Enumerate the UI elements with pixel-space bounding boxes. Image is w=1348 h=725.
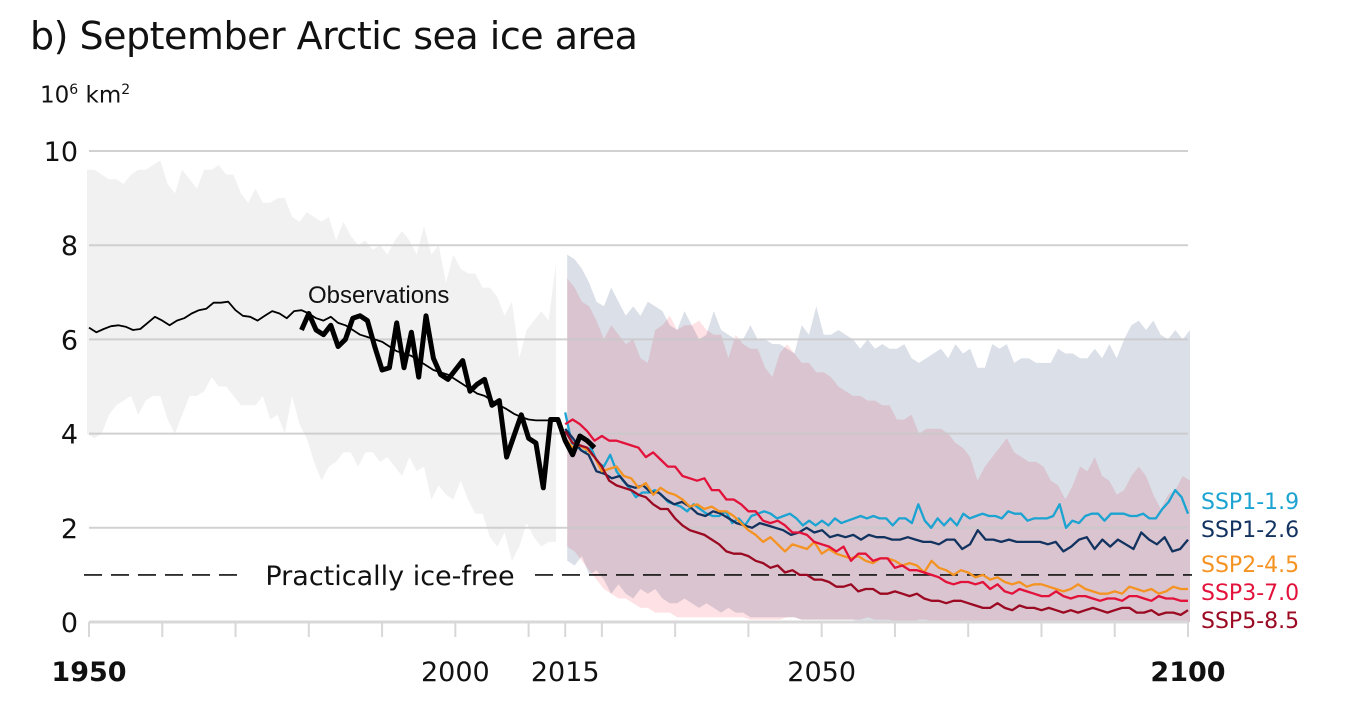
- x-tick-label-2050: 2050: [787, 657, 856, 688]
- unit-rest: km: [78, 82, 122, 109]
- y-axis: 0 2 4 6 8 10: [44, 137, 78, 639]
- ice-free-reference: Practically ice-free: [84, 561, 1192, 592]
- x-tick-label-1950: 1950: [51, 657, 126, 688]
- y-tick-label-6: 6: [61, 325, 78, 356]
- y-tick-label-4: 4: [61, 420, 78, 451]
- x-tick-label-2015: 2015: [531, 657, 600, 688]
- chart-title: b) September Arctic sea ice area: [30, 14, 638, 58]
- ssp3-7-0-line: [564, 418, 1188, 602]
- legend: SSP1-1.9 SSP1-2.6 SSP2-4.5 SSP3-7.0 SSP5-8.5: [1201, 490, 1299, 634]
- gridlines: [89, 150, 1188, 624]
- observations-line: [299, 311, 597, 491]
- legend-ssp2-4-5: SSP2-4.5: [1201, 553, 1299, 578]
- unit-rest-exponent: 2: [121, 82, 131, 98]
- y-axis-unit: 106 km2: [40, 82, 130, 109]
- legend-ssp5-8-5: SSP5-8.5: [1201, 609, 1299, 634]
- unit-base: 10: [40, 82, 70, 109]
- ice-free-label: Practically ice-free: [265, 561, 514, 592]
- y-tick-label-2: 2: [61, 514, 78, 545]
- historical-mean-line: [88, 300, 558, 422]
- observations-label: Observations: [308, 282, 449, 309]
- ssp3-7-0-range-band: [567, 278, 1190, 622]
- y-tick-label-8: 8: [61, 231, 78, 262]
- x-tick-label-2100: 2100: [1150, 657, 1225, 688]
- x-axis: 1950 2000 2015 2050 2100: [51, 622, 1226, 688]
- data-lines: Observations: [88, 282, 1190, 617]
- ssp5-8-5-line: [564, 430, 1189, 617]
- unit-exponent: 6: [69, 82, 79, 98]
- ssp1-2-6-line: [564, 428, 1189, 553]
- y-tick-label-10: 10: [44, 137, 78, 168]
- uncertainty-bands: [87, 160, 1190, 622]
- historical-simulation-band: [87, 160, 556, 561]
- legend-ssp1-1-9: SSP1-1.9: [1201, 490, 1299, 515]
- legend-ssp3-7-0: SSP3-7.0: [1201, 581, 1299, 606]
- x-tick-label-2000: 2000: [421, 657, 490, 688]
- y-tick-label-0: 0: [61, 608, 78, 639]
- legend-ssp1-2-6: SSP1-2.6: [1201, 518, 1299, 543]
